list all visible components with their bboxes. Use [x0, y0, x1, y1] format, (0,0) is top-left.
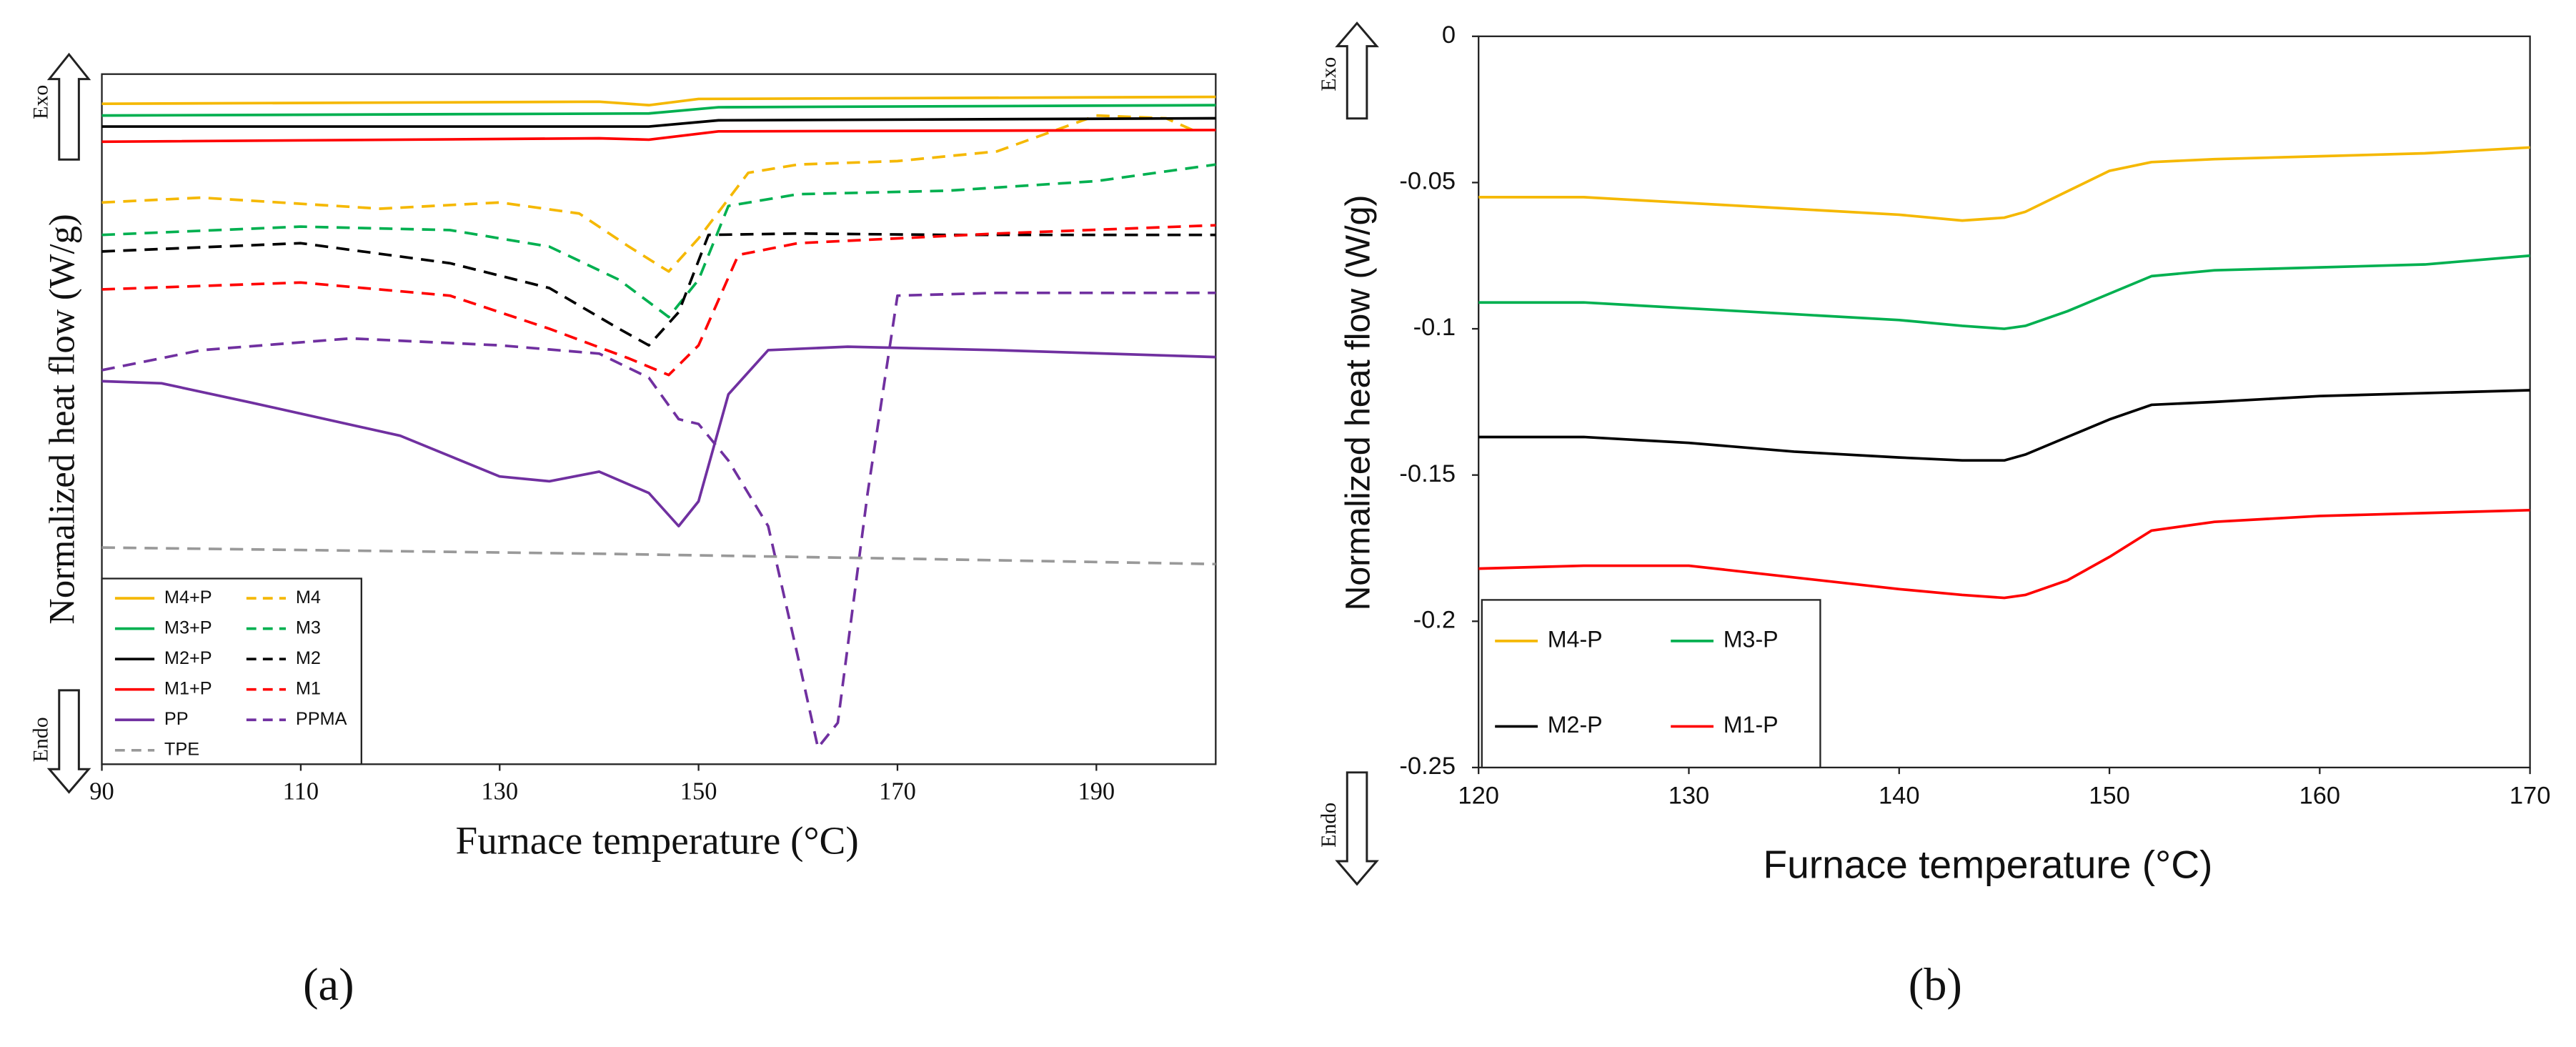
legend-label: M2+P: [164, 648, 212, 668]
series-line: [101, 95, 1216, 106]
exo-arrow: [46, 52, 91, 161]
x-tick-label: 150: [2089, 782, 2130, 809]
x-tick-label: 130: [481, 778, 518, 805]
x-tick-label: 110: [283, 778, 319, 805]
series-line: [101, 224, 1216, 377]
legend-label: M2: [296, 648, 321, 668]
series-line: [1478, 389, 2530, 462]
legend-label: M3-P: [1724, 626, 1779, 652]
panel-label: (a): [303, 959, 354, 1010]
legend-label: TPE: [164, 739, 199, 759]
legend-label: M4+P: [164, 587, 212, 607]
series-line: [101, 104, 1216, 117]
annotation: Endo: [29, 717, 53, 762]
legend-label: M2-P: [1548, 712, 1603, 738]
legend-label: M1: [296, 678, 321, 698]
plot-frame: [101, 73, 1217, 765]
y-tick-label: 0: [1442, 21, 1456, 49]
legend-label: PPMA: [296, 709, 347, 729]
series-line: [101, 129, 1216, 144]
x-tick-label: 170: [2510, 782, 2551, 809]
legend-label: M3: [296, 617, 321, 637]
series-line: [1478, 146, 2530, 222]
x-tick-label: 120: [1458, 782, 1499, 809]
x-tick-label: 170: [879, 778, 916, 805]
legend-label: M1-P: [1724, 712, 1779, 738]
x-tick-label: 150: [680, 778, 717, 805]
x-axis-label: Furnace temperature (°C): [456, 819, 859, 863]
panel-label: (b): [1909, 959, 1962, 1010]
annotation: Exo: [29, 85, 53, 119]
legend-label: M4: [296, 587, 321, 607]
legend-label: M4-P: [1548, 626, 1603, 652]
y-tick-label: -0.2: [1413, 606, 1456, 633]
exo-arrow: [1335, 21, 1379, 120]
y-axis-label: Normalized heat flow (W/g): [1338, 194, 1377, 610]
x-tick-label: 130: [1669, 782, 1710, 809]
y-tick-label: -0.1: [1413, 314, 1456, 341]
endo-arrow: [1335, 771, 1379, 886]
endo-arrow: [46, 689, 91, 794]
annotation: Endo: [1317, 803, 1341, 848]
x-tick-label: 160: [2299, 782, 2341, 809]
x-axis-label: Furnace temperature (°C): [1763, 843, 2212, 887]
y-tick-label: -0.15: [1399, 460, 1456, 487]
y-axis-label: Normalized heat flow (W/g): [42, 214, 82, 624]
series-line: [1478, 508, 2530, 600]
series-line: [101, 546, 1216, 566]
legend-label: M3+P: [164, 617, 212, 637]
plot-frame: [1478, 35, 2531, 769]
series-line: [101, 163, 1216, 319]
series-line: [101, 114, 1197, 273]
legend-box: [1481, 599, 1821, 769]
x-tick-label: 140: [1879, 782, 1920, 809]
series-line: [101, 345, 1216, 528]
x-tick-label: 190: [1078, 778, 1115, 805]
legend-label: PP: [164, 709, 189, 729]
y-tick-label: -0.25: [1399, 753, 1456, 780]
series-line: [101, 291, 1216, 749]
legend-label: M1+P: [164, 678, 212, 698]
legend-box: [101, 577, 362, 765]
x-tick-label: 90: [89, 778, 114, 805]
arrows: [46, 21, 1379, 886]
series-line: [1478, 254, 2530, 330]
y-tick-label: -0.05: [1399, 168, 1456, 195]
series-line: [101, 232, 1216, 347]
annotation: Exo: [1317, 57, 1341, 91]
series-line: [101, 116, 1216, 128]
